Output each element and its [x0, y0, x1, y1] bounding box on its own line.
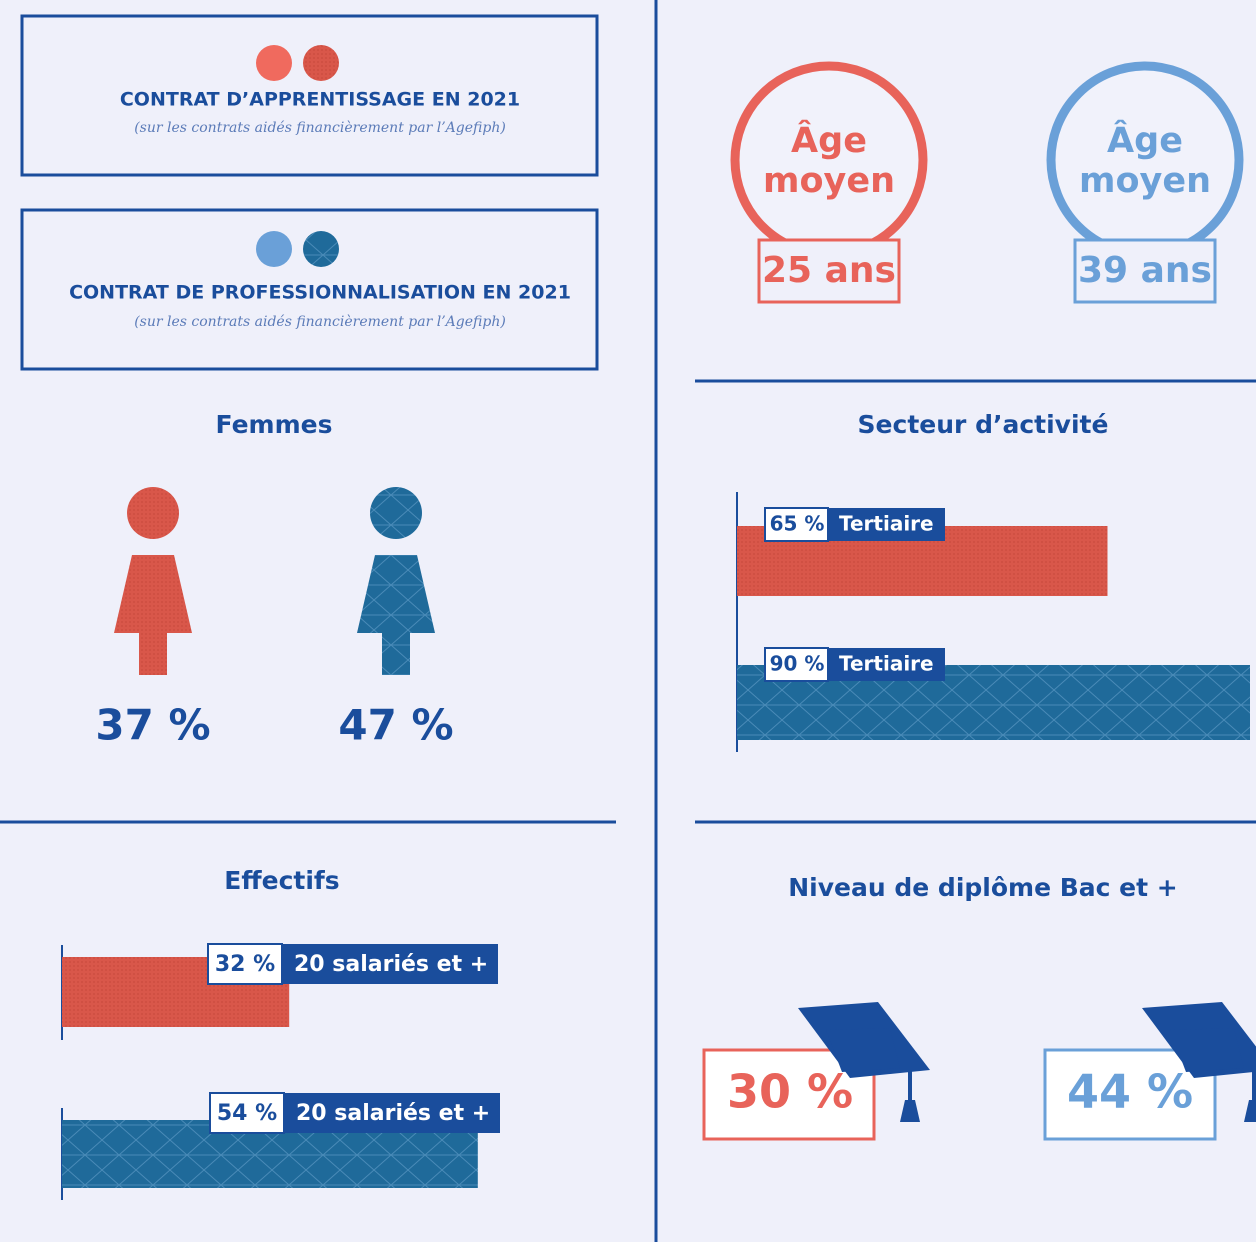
bar-value: 54 % — [217, 1101, 277, 1126]
legend-dot — [303, 45, 339, 81]
bar-label: 65 % Tertiaire 90 % Tertiaire — [764, 507, 945, 682]
woman-icon — [114, 487, 192, 675]
legend-dot — [303, 231, 339, 267]
legend-dot — [256, 45, 292, 81]
bar-value: 32 % — [215, 952, 275, 977]
age-value: 39 ans — [1078, 250, 1212, 291]
bar-label: 32 % 20 salariés et + 54 % 20 salariés e… — [207, 943, 500, 1134]
woman-icon — [357, 487, 435, 675]
cap-icon — [1142, 1002, 1256, 1122]
section-title: Niveau de diplôme Bac et + — [788, 873, 1178, 902]
diploma-value: 30 % — [727, 1065, 853, 1119]
age-value: 25 ans — [762, 250, 896, 291]
percent: 47 % — [338, 701, 453, 750]
age-box — [1073, 238, 1217, 304]
section-title: Effectifs — [224, 866, 339, 895]
age-box — [757, 238, 901, 304]
bar-category: Tertiaire — [839, 652, 934, 676]
age-label: Âge — [791, 119, 867, 161]
bar-value: 90 % — [770, 652, 825, 676]
age-label: moyen — [763, 161, 895, 201]
cap-icon — [798, 1002, 930, 1122]
legend-dot — [256, 231, 292, 267]
age-label: moyen — [1079, 161, 1211, 201]
legend-subtitle: (sur les contrats aidés financièrement p… — [134, 120, 506, 136]
legend-subtitle: (sur les contrats aidés financièrement p… — [134, 314, 506, 330]
age-label: Âge — [1107, 119, 1183, 161]
bar-category: Tertiaire — [839, 512, 934, 536]
legend-box — [20, 208, 599, 371]
bar-value: 65 % — [770, 512, 825, 536]
diploma-value: 44 % — [1067, 1065, 1193, 1119]
section-title: Femmes — [216, 410, 333, 439]
percent: 37 % — [95, 701, 210, 750]
bar-category: 20 salariés et + — [296, 1101, 490, 1126]
legend-box — [20, 14, 599, 177]
legend-title: CONTRAT DE PROFESSIONNALISATION EN 2021 — [69, 282, 571, 304]
bar-category: 20 salariés et + — [294, 952, 488, 977]
section-title: Secteur d’activité — [858, 410, 1109, 439]
legend-title: CONTRAT D’APPRENTISSAGE EN 2021 — [120, 89, 520, 111]
